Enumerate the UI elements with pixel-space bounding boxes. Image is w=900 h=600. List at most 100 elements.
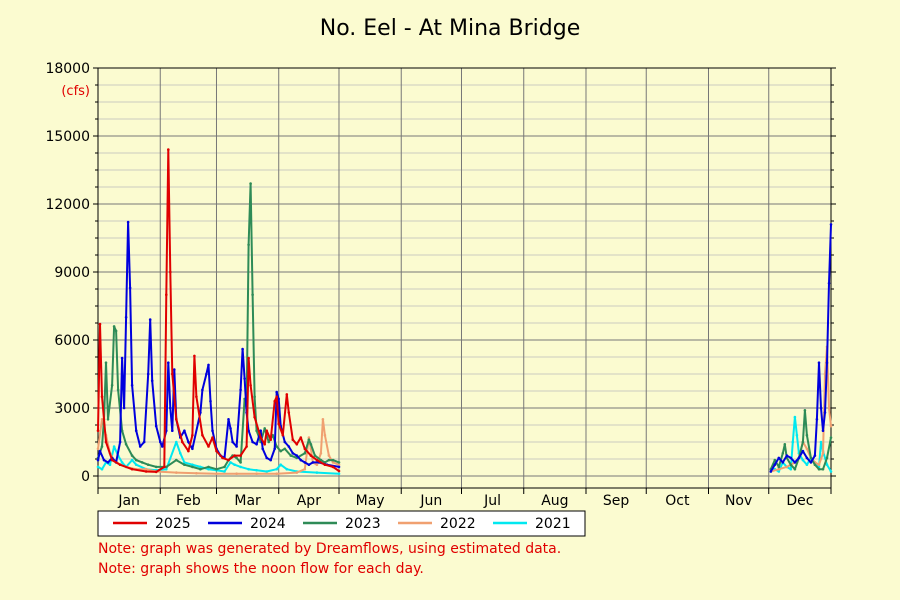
data-point (249, 182, 252, 185)
data-point (171, 429, 174, 433)
data-point (315, 458, 319, 462)
y-axis: 0 3000 6000 9000 12000 15000 18000 (45, 61, 836, 485)
data-point (299, 458, 303, 462)
data-point (275, 390, 279, 394)
x-tick-label: Jun (419, 493, 442, 509)
data-point (154, 424, 158, 428)
data-point (211, 429, 214, 433)
x-tick-label: Sep (603, 493, 630, 509)
data-point (337, 472, 341, 476)
data-point (128, 286, 132, 290)
data-point (825, 361, 829, 365)
data-point (175, 418, 178, 421)
data-point (809, 461, 813, 464)
data-point (267, 440, 271, 444)
data-point (331, 461, 335, 464)
data-point (116, 388, 120, 392)
data-point (187, 440, 190, 444)
legend-label-2024: 2024 (250, 516, 286, 532)
data-point (273, 447, 277, 451)
data-point (106, 418, 110, 421)
data-point (795, 433, 799, 437)
data-point (150, 379, 154, 383)
data-point (233, 454, 236, 457)
series-line-2022 (97, 418, 340, 475)
data-point (277, 397, 281, 401)
data-point (120, 356, 124, 360)
data-point (233, 463, 236, 467)
data-point (191, 465, 194, 469)
x-tick-label: Dec (786, 493, 813, 509)
data-point (287, 411, 291, 414)
series-2025 (96, 148, 341, 474)
data-point (813, 454, 817, 457)
data-point (167, 361, 170, 365)
data-point (829, 470, 833, 473)
data-point (269, 438, 273, 442)
data-point (275, 445, 279, 448)
data-point (100, 395, 104, 399)
x-tick-label: Apr (297, 493, 321, 509)
data-point (331, 458, 335, 462)
data-point (829, 436, 833, 439)
y-tick-label: 6000 (54, 333, 90, 349)
data-point (199, 467, 202, 471)
data-point (191, 463, 194, 467)
data-point (277, 422, 281, 426)
data-point (167, 148, 170, 151)
y-tick-label: 12000 (45, 197, 90, 213)
data-point (211, 436, 214, 439)
data-point (191, 447, 194, 451)
series-line-2023 (97, 182, 340, 471)
data-point (773, 463, 777, 467)
data-point (201, 433, 204, 437)
data-point (801, 449, 805, 453)
data-point (781, 452, 785, 455)
legend-label-2021: 2021 (535, 516, 571, 532)
data-point (825, 463, 829, 467)
data-point (785, 465, 789, 469)
data-point (126, 220, 130, 224)
data-point (791, 440, 795, 444)
data-point (124, 316, 128, 319)
data-point (205, 372, 208, 376)
data-point (289, 454, 293, 457)
legend-label-2025: 2025 (155, 516, 191, 532)
data-point (821, 429, 825, 433)
data-point (207, 467, 210, 471)
data-point (146, 463, 150, 467)
data-point (307, 463, 311, 467)
data-point (173, 368, 176, 371)
data-point (273, 399, 277, 403)
data-point (154, 470, 158, 474)
data-point (307, 438, 311, 442)
data-point (221, 456, 224, 460)
data-point (303, 461, 307, 464)
data-point (159, 440, 162, 444)
data-point (819, 406, 823, 410)
data-point (829, 223, 833, 226)
data-point (313, 454, 317, 457)
x-tick-label: Feb (176, 493, 201, 509)
data-point (96, 458, 100, 462)
data-point (255, 429, 258, 433)
data-point (309, 454, 313, 457)
data-point (829, 424, 833, 428)
data-point (251, 293, 254, 297)
data-point (337, 463, 341, 467)
data-point (239, 465, 242, 469)
legend-label-2023: 2023 (345, 516, 381, 532)
data-point (337, 461, 341, 464)
data-point (229, 461, 232, 464)
data-point (283, 447, 287, 451)
data-point (805, 447, 809, 451)
data-point (195, 395, 198, 399)
data-point (327, 458, 331, 462)
data-point (124, 443, 128, 446)
data-point (163, 465, 166, 469)
note-noon-flow: Note: graph shows the noon flow for each… (98, 561, 424, 577)
data-point (299, 436, 303, 439)
data-point (769, 470, 773, 473)
data-point (319, 458, 323, 462)
data-point (331, 465, 335, 469)
